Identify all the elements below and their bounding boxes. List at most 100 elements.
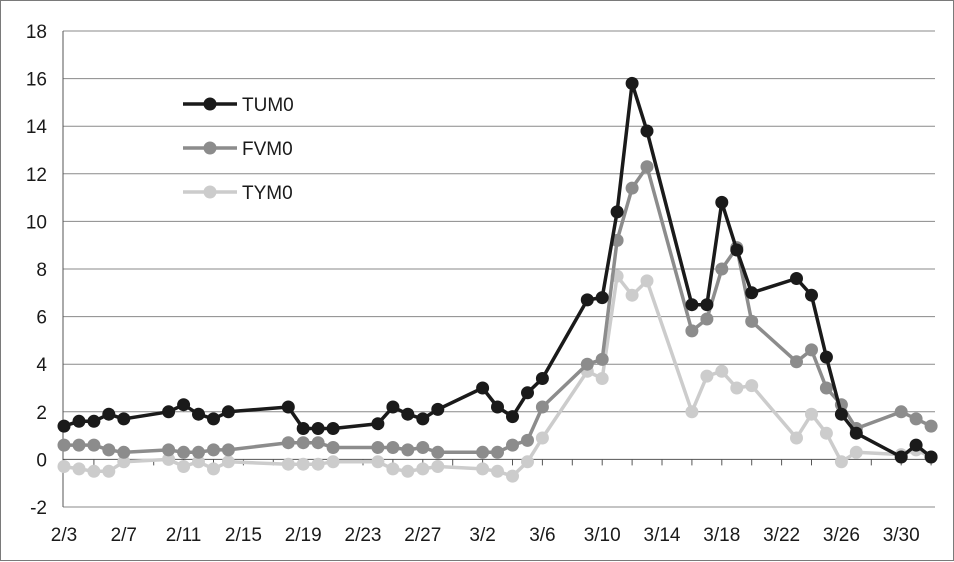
data-point (805, 343, 818, 357)
data-point (700, 369, 714, 383)
y-tick-label: 0 (36, 450, 47, 471)
y-tick-label: 14 (26, 117, 48, 138)
data-point (371, 455, 385, 469)
data-point (834, 407, 848, 421)
data-point (819, 350, 833, 364)
data-point (580, 293, 594, 307)
data-point (506, 438, 519, 452)
data-point (819, 381, 833, 395)
data-point (401, 407, 415, 421)
data-point (849, 445, 863, 459)
data-point (87, 414, 101, 428)
data-point (924, 450, 938, 464)
data-point (700, 298, 714, 312)
data-point (790, 355, 803, 369)
data-point (491, 464, 504, 478)
data-point (595, 291, 609, 305)
data-point (296, 436, 310, 450)
data-point (610, 205, 624, 219)
y-tick-label: 10 (26, 212, 47, 233)
data-point (521, 386, 534, 400)
data-point (117, 445, 131, 459)
data-point (745, 286, 759, 300)
data-point (909, 438, 923, 452)
data-point (221, 455, 235, 469)
series-tum0 (57, 76, 938, 464)
legend-label: TYM0 (242, 183, 293, 204)
data-point (221, 443, 235, 457)
data-point (57, 438, 71, 452)
y-tick-label: 2 (36, 403, 47, 424)
x-tick-label: 3/26 (823, 525, 860, 546)
data-point (386, 441, 400, 454)
data-point (506, 410, 519, 424)
gridlines (63, 30, 935, 508)
data-point (177, 460, 191, 473)
data-point (625, 181, 639, 195)
data-point (72, 462, 86, 476)
data-point (730, 381, 744, 395)
data-point (117, 455, 131, 469)
data-point (819, 426, 833, 440)
x-tick-label: 3/22 (763, 525, 800, 546)
data-point (207, 462, 220, 476)
data-point (117, 412, 131, 426)
data-point (311, 422, 325, 435)
data-point (805, 288, 818, 302)
data-point (87, 438, 101, 452)
data-point (894, 450, 908, 464)
data-point (281, 400, 295, 414)
x-tick-label: 2/27 (404, 525, 441, 546)
data-point (221, 405, 235, 419)
data-point (192, 407, 205, 421)
data-point (595, 352, 609, 366)
x-tick-label: 3/14 (644, 525, 681, 546)
x-tick-label: 2/3 (51, 525, 77, 546)
data-point (476, 381, 490, 395)
data-point (521, 433, 534, 447)
legend-marker (203, 141, 217, 155)
data-point (580, 357, 594, 371)
data-point (102, 407, 116, 421)
data-point (805, 407, 818, 421)
data-point (401, 443, 415, 457)
data-point (326, 441, 340, 454)
data-point (311, 457, 325, 471)
data-point (625, 288, 639, 302)
data-point (491, 445, 504, 459)
series-fvm0 (57, 160, 938, 459)
data-point (640, 274, 654, 288)
x-tick-label: 3/6 (529, 525, 555, 546)
legend-label: FVM0 (242, 139, 293, 160)
data-point (207, 443, 220, 457)
data-point (72, 414, 86, 428)
data-point (476, 462, 490, 476)
data-point (162, 452, 176, 466)
x-tick-label: 2/7 (111, 525, 137, 546)
data-point (715, 262, 729, 276)
data-point (192, 445, 205, 459)
data-point (281, 436, 295, 450)
data-point (177, 398, 191, 412)
data-point (281, 457, 295, 471)
data-point (924, 419, 938, 433)
data-point (416, 412, 430, 426)
data-point (401, 464, 415, 478)
data-point (162, 405, 176, 419)
data-point (476, 445, 490, 459)
data-point (416, 441, 430, 454)
data-point (535, 372, 549, 385)
data-point (849, 426, 863, 440)
data-point (640, 124, 654, 138)
data-point (296, 457, 310, 471)
data-point (894, 405, 908, 419)
y-tick-label: 16 (26, 70, 47, 91)
data-point (685, 324, 699, 338)
data-point (57, 419, 71, 433)
data-point (700, 312, 714, 326)
data-point (371, 417, 385, 431)
data-point (521, 455, 534, 469)
data-point (909, 412, 923, 426)
data-point (685, 405, 699, 419)
